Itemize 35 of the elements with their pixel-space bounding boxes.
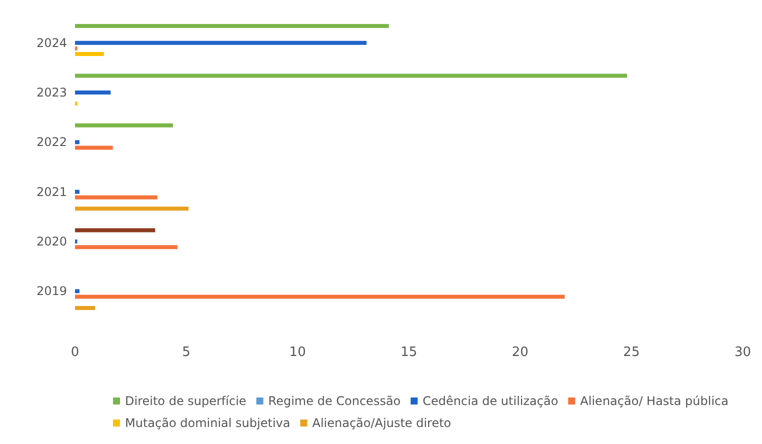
legend-label: Mutação dominial subjetiva [125, 416, 290, 430]
x-tick-label: 0 [70, 345, 80, 360]
bar [75, 245, 178, 250]
x-tick-label: 5 [182, 345, 190, 360]
bar [75, 228, 156, 232]
bar [75, 24, 389, 28]
y-tick-label: 2021 [36, 184, 67, 199]
bar [75, 90, 111, 94]
legend-label: Direito de superfície [125, 394, 246, 408]
bar [75, 195, 158, 200]
legend-label: Alienação/Ajuste direto [312, 416, 452, 430]
bar [75, 140, 80, 144]
bar [75, 294, 565, 299]
x-tick-label: 20 [512, 345, 528, 360]
y-tick-label: 2022 [36, 135, 67, 150]
y-tick-label: 2020 [36, 234, 67, 248]
legend-label: Regime de Concessão [268, 394, 401, 408]
bar [75, 306, 96, 310]
bar [75, 52, 104, 56]
legend-label: Cedência de utilização [422, 394, 558, 408]
y-tick-label: 2023 [36, 86, 67, 100]
x-tick-label: 25 [623, 345, 640, 360]
bar [75, 289, 80, 294]
bar [75, 74, 627, 78]
x-tick-label: 30 [734, 345, 751, 360]
y-tick-label: 2024 [36, 36, 67, 50]
bar [75, 206, 189, 211]
legend-label: Alienação/ Hasta pública [580, 394, 729, 408]
bar [75, 146, 113, 150]
y-tick-label: 2019 [36, 284, 67, 298]
bar [75, 190, 80, 194]
bar [75, 123, 173, 128]
x-tick-label: 15 [400, 345, 418, 360]
x-tick-label: 10 [289, 345, 306, 360]
bar [75, 40, 367, 45]
